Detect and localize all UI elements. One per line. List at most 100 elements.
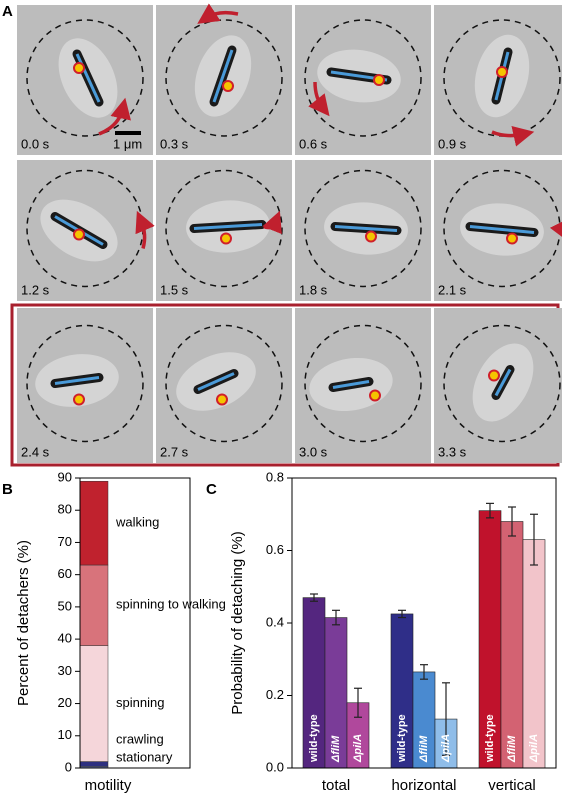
- cell-axis: [334, 225, 398, 232]
- bar-label: wild-type: [396, 714, 408, 763]
- dashed-circle: [26, 19, 144, 137]
- bar-label: ΔfliM: [506, 735, 518, 763]
- pivot-dot: [496, 66, 508, 78]
- x-category-label: total: [322, 777, 350, 794]
- cell-axis: [193, 223, 263, 230]
- bar: [500, 521, 524, 769]
- y-tick-label: 50: [58, 598, 72, 613]
- y-tick-label: 40: [58, 631, 72, 646]
- cell-axis: [494, 368, 512, 397]
- y-tick-label: 0: [65, 759, 72, 774]
- cell-axis: [332, 380, 370, 389]
- bar-label: ΔpilA: [440, 734, 452, 763]
- frame: 0.3 s: [156, 3, 292, 155]
- rotation-arrow: [135, 210, 155, 249]
- y-tick-label: 20: [58, 695, 72, 710]
- y-tick-label: 0.6: [266, 542, 284, 557]
- x-category-label: horizontal: [391, 777, 456, 794]
- bar-label: ΔpilA: [528, 734, 540, 763]
- frame: 0.6 s: [295, 5, 431, 155]
- pivot-dot: [506, 232, 518, 245]
- dashed-circle: [165, 19, 283, 137]
- bar-segment: [79, 480, 109, 566]
- y-axis-title: Probability of detaching (%): [229, 531, 246, 714]
- x-category-label: vertical: [488, 777, 536, 794]
- pivot-dot: [73, 393, 85, 406]
- pivot-dot: [73, 228, 85, 241]
- frame: 1.8 s: [295, 160, 431, 301]
- frame: 2.7 s: [156, 308, 292, 463]
- segment-label: stationary: [116, 749, 173, 764]
- frame: 0.0 s 1 μm: [17, 5, 153, 155]
- pivot-dot: [220, 232, 232, 245]
- cell-axis: [469, 225, 535, 234]
- segment-label: spinning: [116, 695, 164, 710]
- y-tick-label: 0.4: [266, 614, 284, 629]
- bar: [522, 539, 546, 769]
- cell-axis: [197, 372, 235, 391]
- rotation-arrow: [308, 81, 330, 117]
- pivot-dot: [216, 393, 228, 406]
- rotation-arrow: [549, 218, 562, 242]
- dashed-circle: [304, 19, 422, 137]
- dashed-circle: [304, 324, 422, 443]
- time-label: 1.5 s: [160, 282, 189, 297]
- bar-segment: [79, 564, 109, 646]
- cell-axis: [54, 376, 100, 385]
- time-label: 2.4 s: [21, 444, 50, 459]
- y-tick-label: 0.8: [266, 469, 284, 484]
- frame: 0.9 s: [434, 5, 562, 155]
- bar-label: wild-type: [308, 714, 320, 763]
- y-axis-title: Percent of detachers (%): [15, 540, 32, 706]
- dashed-circle: [165, 324, 283, 443]
- cell-axis: [75, 53, 101, 103]
- segment-label: walking: [115, 515, 159, 530]
- time-label: 2.1 s: [438, 282, 467, 297]
- bar-segment: [79, 645, 109, 762]
- time-label: 0.6 s: [299, 136, 328, 151]
- frame: 1.5 s: [156, 160, 292, 301]
- rotation-arrow: [197, 3, 239, 24]
- frame: 3.0 s: [295, 308, 431, 463]
- pivot-dot: [373, 74, 385, 86]
- frame: 3.3 s: [434, 308, 562, 463]
- pivot-dot: [365, 230, 377, 243]
- bar-label: ΔpilA: [352, 734, 364, 763]
- time-label: 1.8 s: [299, 282, 328, 297]
- rotation-arrow: [491, 126, 535, 147]
- time-label: 1.2 s: [21, 282, 50, 297]
- time-label: 0.9 s: [438, 136, 467, 151]
- frame: 2.4 s: [17, 308, 153, 463]
- panel-label: C: [206, 481, 217, 498]
- time-label: 3.3 s: [438, 444, 467, 459]
- y-tick-label: 0.2: [266, 687, 284, 702]
- y-tick-label: 80: [58, 502, 72, 517]
- bar-segment: [79, 761, 109, 767]
- rotation-arrow: [98, 97, 131, 136]
- plot-frame: [291, 477, 557, 769]
- pivot-dot: [488, 369, 500, 382]
- time-label: 0.3 s: [160, 136, 189, 151]
- scale-bar-label: 1 μm: [113, 136, 142, 151]
- y-tick-label: 60: [58, 566, 72, 581]
- bar-label: wild-type: [484, 714, 496, 763]
- dashed-circle: [443, 324, 561, 443]
- dashed-circle: [165, 169, 283, 288]
- panel-label: B: [2, 481, 13, 498]
- pivot-dot: [73, 62, 85, 74]
- segment-label: spinning to walking: [116, 597, 226, 612]
- frame: 1.2 s: [17, 160, 155, 301]
- pivot-dot: [222, 80, 234, 92]
- rotation-arrow: [262, 210, 282, 235]
- segment-label: crawling: [116, 731, 164, 746]
- dashed-circle: [304, 169, 422, 288]
- time-label: 3.0 s: [299, 444, 328, 459]
- dashed-circle: [26, 324, 144, 443]
- y-tick-label: 0.0: [266, 759, 284, 774]
- frame: 2.1 s: [434, 160, 562, 301]
- pivot-dot: [369, 389, 381, 402]
- y-tick-label: 90: [58, 469, 72, 484]
- bar-label: ΔfliM: [330, 735, 342, 763]
- bar-label: ΔfliM: [418, 735, 430, 763]
